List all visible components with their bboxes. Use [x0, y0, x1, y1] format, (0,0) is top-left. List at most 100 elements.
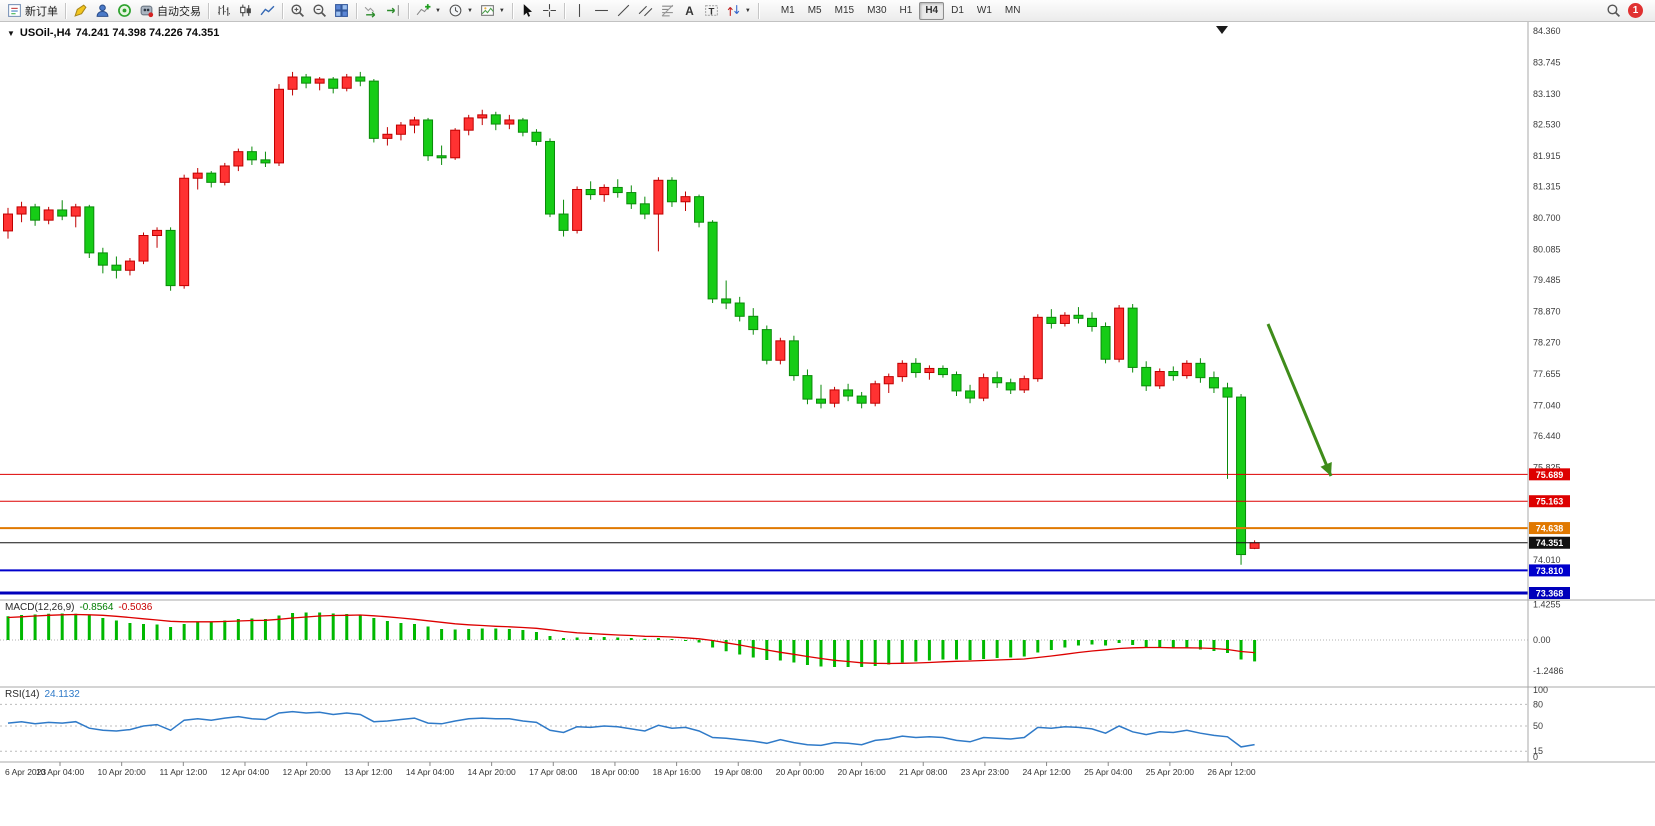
candle-down — [97, 252, 108, 266]
candle-up — [450, 129, 461, 159]
timeframe-button-m30[interactable]: M30 — [867, 5, 887, 16]
candle-down — [260, 159, 271, 164]
time-label: 25 Apr 20:00 — [1146, 767, 1194, 777]
macd-histogram-bar — [494, 628, 498, 640]
axis-label: 77.655 — [1533, 369, 1561, 379]
bar-chart-button[interactable] — [213, 1, 234, 21]
candle-down — [1141, 366, 1152, 387]
timeframe-button-m1[interactable]: M1 — [780, 5, 795, 16]
macd-histogram-bar — [1144, 640, 1148, 648]
trendline-button[interactable] — [613, 1, 634, 21]
macd-histogram-bar — [819, 640, 823, 667]
candle-down — [301, 76, 312, 84]
timeframe-button-m5[interactable]: M5 — [807, 5, 822, 16]
macd-histogram-bar — [955, 640, 958, 660]
periods-button[interactable]: ▼ — [445, 1, 476, 21]
macd-histogram-bar — [656, 638, 660, 640]
cursor-button[interactable] — [517, 1, 538, 21]
chart-shift-button[interactable] — [383, 1, 404, 21]
candle-down — [721, 298, 732, 304]
tile-windows-button[interactable] — [331, 1, 352, 21]
time-label: 14 Apr 04:00 — [406, 767, 454, 777]
text-button[interactable]: A — [679, 1, 700, 21]
fibonacci-button[interactable] — [657, 1, 678, 21]
new-order-button[interactable]: 新订单 — [4, 1, 61, 21]
macd-histogram-bar — [467, 629, 471, 640]
macd-histogram-bar — [670, 639, 674, 640]
candle-down — [1168, 371, 1179, 377]
timeframe-button-d1[interactable]: D1 — [951, 5, 964, 16]
timeframe-button-m15[interactable]: M15 — [834, 5, 855, 16]
candle-down — [531, 131, 542, 142]
macd-histogram-bar — [1131, 640, 1135, 645]
axis-label: 100 — [1533, 685, 1548, 695]
axis-label: 50 — [1533, 721, 1543, 731]
macd-histogram-bar — [792, 640, 796, 663]
community-button[interactable] — [114, 1, 135, 21]
axis-label: 82.530 — [1533, 120, 1561, 130]
candle-down — [910, 362, 921, 374]
axis-label: 81.315 — [1533, 182, 1561, 192]
candle-down — [965, 390, 976, 399]
timeframe-button-h1[interactable]: H1 — [899, 5, 913, 16]
search-button[interactable] — [1603, 1, 1624, 21]
candle-down — [1195, 362, 1206, 379]
candle-down — [1100, 326, 1111, 360]
macd-histogram-bar — [1063, 640, 1067, 648]
symbol-dropdown-icon[interactable]: ▼ — [7, 28, 15, 38]
candle-up — [152, 229, 163, 237]
auto-scroll-button[interactable] — [361, 1, 382, 21]
notification-badge[interactable]: 1 — [1628, 3, 1643, 18]
candle-up — [409, 119, 420, 126]
macd-histogram-bar — [114, 620, 118, 640]
editor-button[interactable] — [70, 1, 91, 21]
line-chart-button[interactable] — [257, 1, 278, 21]
candle-down — [1046, 316, 1057, 324]
horizontal-line-button[interactable] — [591, 1, 612, 21]
label-button[interactable]: T — [701, 1, 722, 21]
macd-histogram-bar — [6, 616, 10, 640]
auto-trading-icon — [140, 5, 154, 18]
macd-histogram-bar — [751, 640, 755, 658]
timeframe-button-w1[interactable]: W1 — [976, 5, 992, 16]
macd-histogram-bar — [331, 613, 335, 640]
timeframe-button-h4[interactable]: H4 — [919, 1, 945, 20]
timeframe-button-mn[interactable]: MN — [1004, 5, 1021, 16]
axis-label: 15 — [1533, 746, 1543, 756]
macd-histogram-bar — [602, 637, 606, 640]
channel-button[interactable] — [635, 1, 656, 21]
templates-button[interactable]: ▼ — [477, 1, 508, 21]
trend-arrow[interactable] — [1266, 323, 1333, 477]
rsi-value: 24.1132 — [44, 689, 80, 700]
arrows-button[interactable]: ▼ — [723, 1, 754, 21]
crosshair-button[interactable] — [539, 1, 560, 21]
candle-up — [395, 124, 406, 135]
axis-label: 80.085 — [1533, 245, 1561, 255]
zoom-in-button[interactable] — [287, 1, 308, 21]
macd-histogram-bar — [20, 615, 24, 640]
axis-label: 75.163 — [1536, 497, 1564, 507]
text-label-icon: T — [704, 5, 718, 17]
toolbar-separator — [65, 2, 66, 19]
price-badge-73.810 — [1529, 564, 1570, 577]
candle-down — [612, 186, 623, 194]
trend-arrow-head — [1320, 462, 1332, 476]
vertical-line-button[interactable] — [569, 1, 590, 21]
profile-icon — [96, 4, 109, 17]
template-icon — [480, 5, 494, 16]
candle-down — [165, 229, 176, 287]
zoom-out-button[interactable] — [309, 1, 330, 21]
indicators-icon — [416, 4, 431, 16]
candle-down — [734, 302, 745, 317]
macd-histogram-bar — [196, 622, 200, 640]
axis-label: 83.745 — [1533, 57, 1561, 67]
auto-trading-button[interactable]: 自动交易 — [136, 1, 204, 21]
candlestick-chart-button[interactable] — [235, 1, 256, 21]
vertical-line-icon — [578, 4, 580, 17]
candle-down — [1127, 307, 1138, 368]
indicators-button[interactable]: ▼ — [413, 1, 444, 21]
macd-histogram-bar — [1198, 640, 1202, 650]
profile-button[interactable] — [92, 1, 113, 21]
chart-shift-icon — [387, 5, 399, 16]
